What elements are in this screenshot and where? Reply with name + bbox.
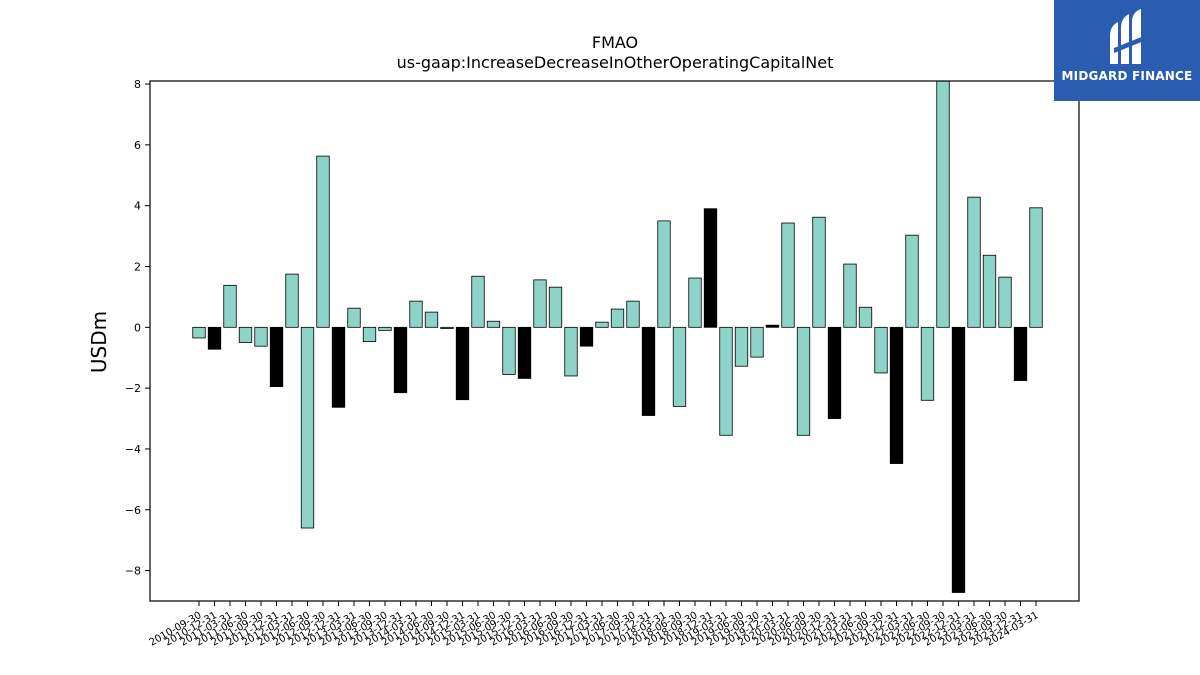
bar-2023-06-30 [982, 254, 997, 328]
bar-2020-12-31 [827, 326, 842, 419]
bar-2015-03-31 [471, 275, 485, 328]
bar-2017-06-30 [610, 308, 625, 328]
bar-2014-03-31 [409, 300, 423, 328]
bar-2023-03-31 [967, 196, 981, 328]
bar-2013-12-31 [393, 326, 408, 394]
bar-2020-09-30 [812, 216, 826, 328]
bar-2024-03-31 [1029, 207, 1043, 328]
bar-2016-03-31 [533, 279, 547, 328]
bar-2014-09-30 [440, 326, 454, 329]
bar-2022-12-31 [951, 326, 966, 593]
bar-2015-12-31 [517, 326, 532, 379]
y-tick-label: 0 [134, 321, 141, 334]
bar-2012-03-31 [285, 273, 299, 328]
chart-subtitle: us-gaap:IncreaseDecreaseInOtherOperating… [397, 53, 834, 72]
bar-2020-06-30 [796, 326, 811, 436]
bar-2012-09-30 [316, 155, 330, 328]
logo-text: MIDGARD FINANCE [1061, 69, 1193, 83]
bar-2012-06-30 [300, 326, 315, 529]
bar-2016-12-31 [579, 326, 594, 347]
bar-2011-03-31 [223, 284, 237, 328]
bar-2018-09-30 [688, 277, 702, 328]
bar-2023-12-31 [1013, 326, 1028, 381]
midgard-logo-icon [1110, 9, 1144, 64]
bar-2014-12-31 [455, 326, 470, 401]
bar-2015-09-30 [502, 326, 516, 375]
bar-2023-09-30 [998, 276, 1012, 328]
bar-2013-03-31 [347, 307, 361, 328]
bar-2019-03-31 [719, 326, 733, 436]
bar-2011-12-31 [269, 326, 284, 388]
bar-2021-09-30 [874, 326, 888, 374]
bars-layer [192, 80, 1043, 593]
bar-2018-03-31 [657, 220, 671, 328]
bar-2014-06-30 [424, 311, 439, 328]
bar-2013-09-30 [378, 326, 392, 331]
bar-2011-06-30 [238, 326, 253, 343]
bar-2017-09-30 [626, 300, 640, 328]
bar-2022-06-30 [920, 326, 935, 401]
y-tick-label: −4 [125, 443, 141, 456]
bar-2019-06-30 [734, 326, 749, 367]
plot-frame [149, 80, 1080, 602]
bar-2016-09-30 [564, 326, 578, 377]
bar-2010-12-31 [207, 326, 222, 350]
bar-2022-03-31 [905, 234, 919, 328]
y-tick-label: 2 [134, 260, 141, 273]
y-tick-label: −2 [125, 382, 141, 395]
bar-2015-06-30 [486, 320, 501, 328]
bar-2021-06-30 [858, 306, 873, 328]
bar-2021-12-31 [889, 326, 904, 464]
bar-2019-09-30 [750, 326, 764, 358]
bar-2018-06-30 [672, 326, 687, 407]
y-tick-label: 6 [134, 139, 141, 152]
bar-2012-12-31 [331, 326, 346, 408]
y-axis-ticks: 8 6 4 2 0 −2 −4 −6 −8 [125, 78, 150, 578]
chart-title: FMAO [592, 33, 638, 52]
bar-2016-06-30 [548, 286, 563, 328]
y-tick-label: −8 [125, 565, 141, 578]
midgard-finance-logo: MIDGARD FINANCE [1054, 0, 1200, 101]
bar-2018-12-31 [703, 208, 718, 328]
y-axis-label: USDm [87, 311, 111, 373]
bar-2021-03-31 [843, 263, 857, 328]
bar-2011-09-30 [254, 326, 268, 347]
bar-2022-09-30 [936, 80, 950, 328]
bar-2020-03-31 [781, 222, 795, 328]
bar-2017-03-31 [595, 321, 609, 328]
bar-2019-12-31 [765, 324, 780, 328]
y-tick-label: 4 [134, 200, 141, 213]
x-axis-ticks: 2010-09-302010-12-312011-03-312011-06-30… [148, 601, 1041, 649]
y-tick-label: −6 [125, 504, 141, 517]
y-tick-label: 8 [134, 78, 141, 91]
bar-2017-12-31 [641, 326, 656, 416]
bar-2010-09-30 [192, 326, 206, 339]
bar-2013-06-30 [362, 326, 377, 343]
